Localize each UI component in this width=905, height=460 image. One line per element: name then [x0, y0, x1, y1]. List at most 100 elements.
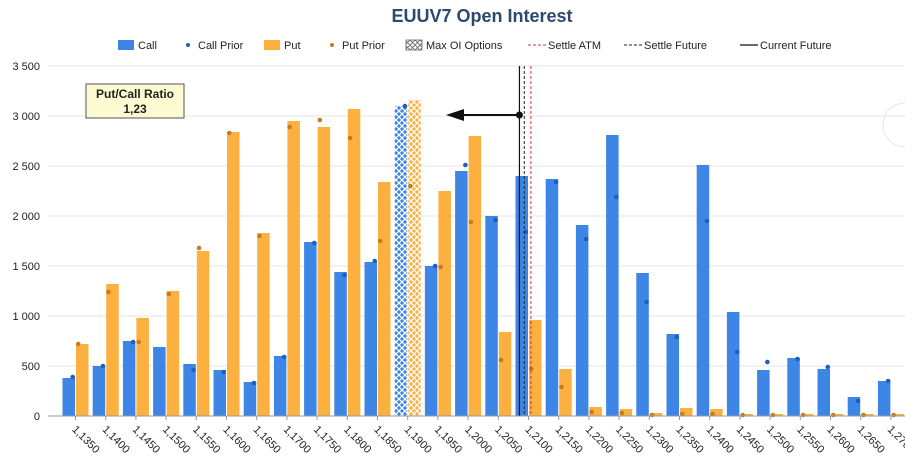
call-bar[interactable]: [213, 370, 227, 416]
put-bar[interactable]: [619, 409, 633, 416]
call-bar[interactable]: [726, 312, 740, 416]
call-bar[interactable]: [817, 369, 831, 416]
put-bar[interactable]: [559, 369, 572, 416]
put-bar[interactable]: [408, 100, 421, 416]
x-tick-label: 1,2450: [734, 424, 766, 456]
call-bar[interactable]: [515, 176, 529, 416]
x-tick-label: 1,1850: [371, 424, 403, 456]
legend-item[interactable]: Max OI Options: [405, 39, 503, 52]
call-prior-point: [885, 378, 891, 384]
put-bar[interactable]: [257, 233, 270, 416]
call-prior-point: [795, 356, 800, 362]
call-bar[interactable]: [757, 370, 770, 416]
put-bar[interactable]: [76, 344, 89, 416]
put-bar[interactable]: [891, 414, 904, 416]
put-bar[interactable]: [287, 121, 300, 416]
x-tick-label: 1,1650: [251, 424, 283, 456]
put-prior-point: [710, 411, 715, 417]
legend-label: Put: [284, 40, 301, 52]
x-tick-label: 1,2300: [643, 424, 675, 456]
put-prior-point: [377, 238, 383, 244]
put-bar[interactable]: [347, 109, 361, 416]
put-prior-point: [559, 384, 564, 390]
put-bar[interactable]: [106, 284, 119, 416]
call-bar[interactable]: [364, 262, 378, 416]
call-bar[interactable]: [394, 106, 408, 416]
x-tick-label: 1,1400: [100, 424, 132, 456]
call-bar[interactable]: [92, 366, 106, 416]
put-prior-point: [257, 233, 262, 239]
call-prior-point: [704, 218, 710, 224]
put-bar[interactable]: [770, 414, 784, 416]
put-bar[interactable]: [529, 320, 542, 416]
legend[interactable]: Call Call Prior Put Put Prior Max OI Options…: [118, 39, 832, 52]
y-tick-label: 0: [34, 411, 40, 423]
chart-title: EUUV7 Open Interest: [391, 6, 572, 26]
legend-item[interactable]: Call Prior: [186, 40, 244, 52]
put-bar[interactable]: [378, 182, 391, 416]
put-bar[interactable]: [468, 136, 482, 416]
put-prior-point: [649, 412, 655, 418]
legend-item[interactable]: Put Prior: [330, 40, 385, 52]
put-bar[interactable]: [740, 414, 753, 416]
legend-item[interactable]: Call: [118, 40, 157, 52]
call-prior-point: [825, 364, 831, 370]
call-bar[interactable]: [545, 179, 559, 416]
put-prior-point: [196, 245, 202, 251]
put-bar[interactable]: [317, 127, 331, 416]
call-prior-point: [281, 354, 287, 360]
put-prior-point: [679, 411, 685, 417]
call-prior-point: [251, 380, 257, 386]
put-bar[interactable]: [166, 291, 180, 416]
put-bar[interactable]: [649, 413, 663, 416]
call-bar[interactable]: [62, 378, 76, 416]
legend-item[interactable]: Put: [264, 40, 301, 52]
put-bar[interactable]: [710, 409, 723, 416]
put-bar[interactable]: [196, 251, 210, 416]
ratio-label: Put/Call Ratio: [96, 87, 174, 101]
put-bar[interactable]: [831, 414, 844, 416]
call-bar[interactable]: [606, 135, 619, 416]
call-prior-point: [130, 339, 136, 345]
put-bar[interactable]: [680, 408, 693, 416]
call-prior-point: [342, 272, 347, 278]
call-bar[interactable]: [877, 381, 891, 416]
put-bar[interactable]: [800, 414, 814, 416]
legend-item[interactable]: Settle ATM: [528, 40, 601, 52]
x-tick-label: 1,2500: [764, 424, 796, 456]
x-tick-label: 1,2050: [492, 424, 524, 456]
call-bar[interactable]: [304, 242, 317, 416]
ratio-value: 1,23: [123, 102, 147, 116]
legend-item[interactable]: Current Future: [740, 40, 832, 52]
put-bar[interactable]: [589, 407, 602, 416]
call-bar[interactable]: [334, 272, 347, 416]
call-bar[interactable]: [575, 225, 589, 416]
call-bar[interactable]: [666, 334, 680, 416]
call-bar[interactable]: [636, 273, 649, 416]
call-bar[interactable]: [787, 358, 800, 416]
put-bar[interactable]: [438, 191, 451, 416]
call-bar[interactable]: [485, 216, 498, 416]
call-bar[interactable]: [273, 356, 287, 416]
call-bar[interactable]: [455, 171, 468, 416]
call-bar[interactable]: [153, 347, 166, 416]
call-bar[interactable]: [696, 165, 710, 416]
call-bar[interactable]: [424, 266, 438, 416]
ratio-box-bg: [85, 83, 185, 119]
legend-item[interactable]: Settle Future: [624, 40, 707, 52]
x-tick-label: 1,1750: [311, 424, 343, 456]
put-bar[interactable]: [136, 318, 149, 416]
put-prior-point: [800, 412, 806, 418]
call-prior-point: [674, 334, 680, 340]
put-bar[interactable]: [227, 132, 240, 416]
put-bar[interactable]: [498, 332, 512, 416]
legend-swatch-put-prior: [330, 43, 334, 47]
call-prior-point: [312, 240, 317, 246]
bars[interactable]: [62, 100, 905, 416]
call-bar[interactable]: [243, 382, 257, 416]
put-bar[interactable]: [861, 414, 874, 416]
call-bar[interactable]: [183, 364, 196, 416]
call-prior-point: [463, 162, 468, 168]
call-bar[interactable]: [122, 341, 136, 416]
call-prior-point: [70, 374, 76, 380]
